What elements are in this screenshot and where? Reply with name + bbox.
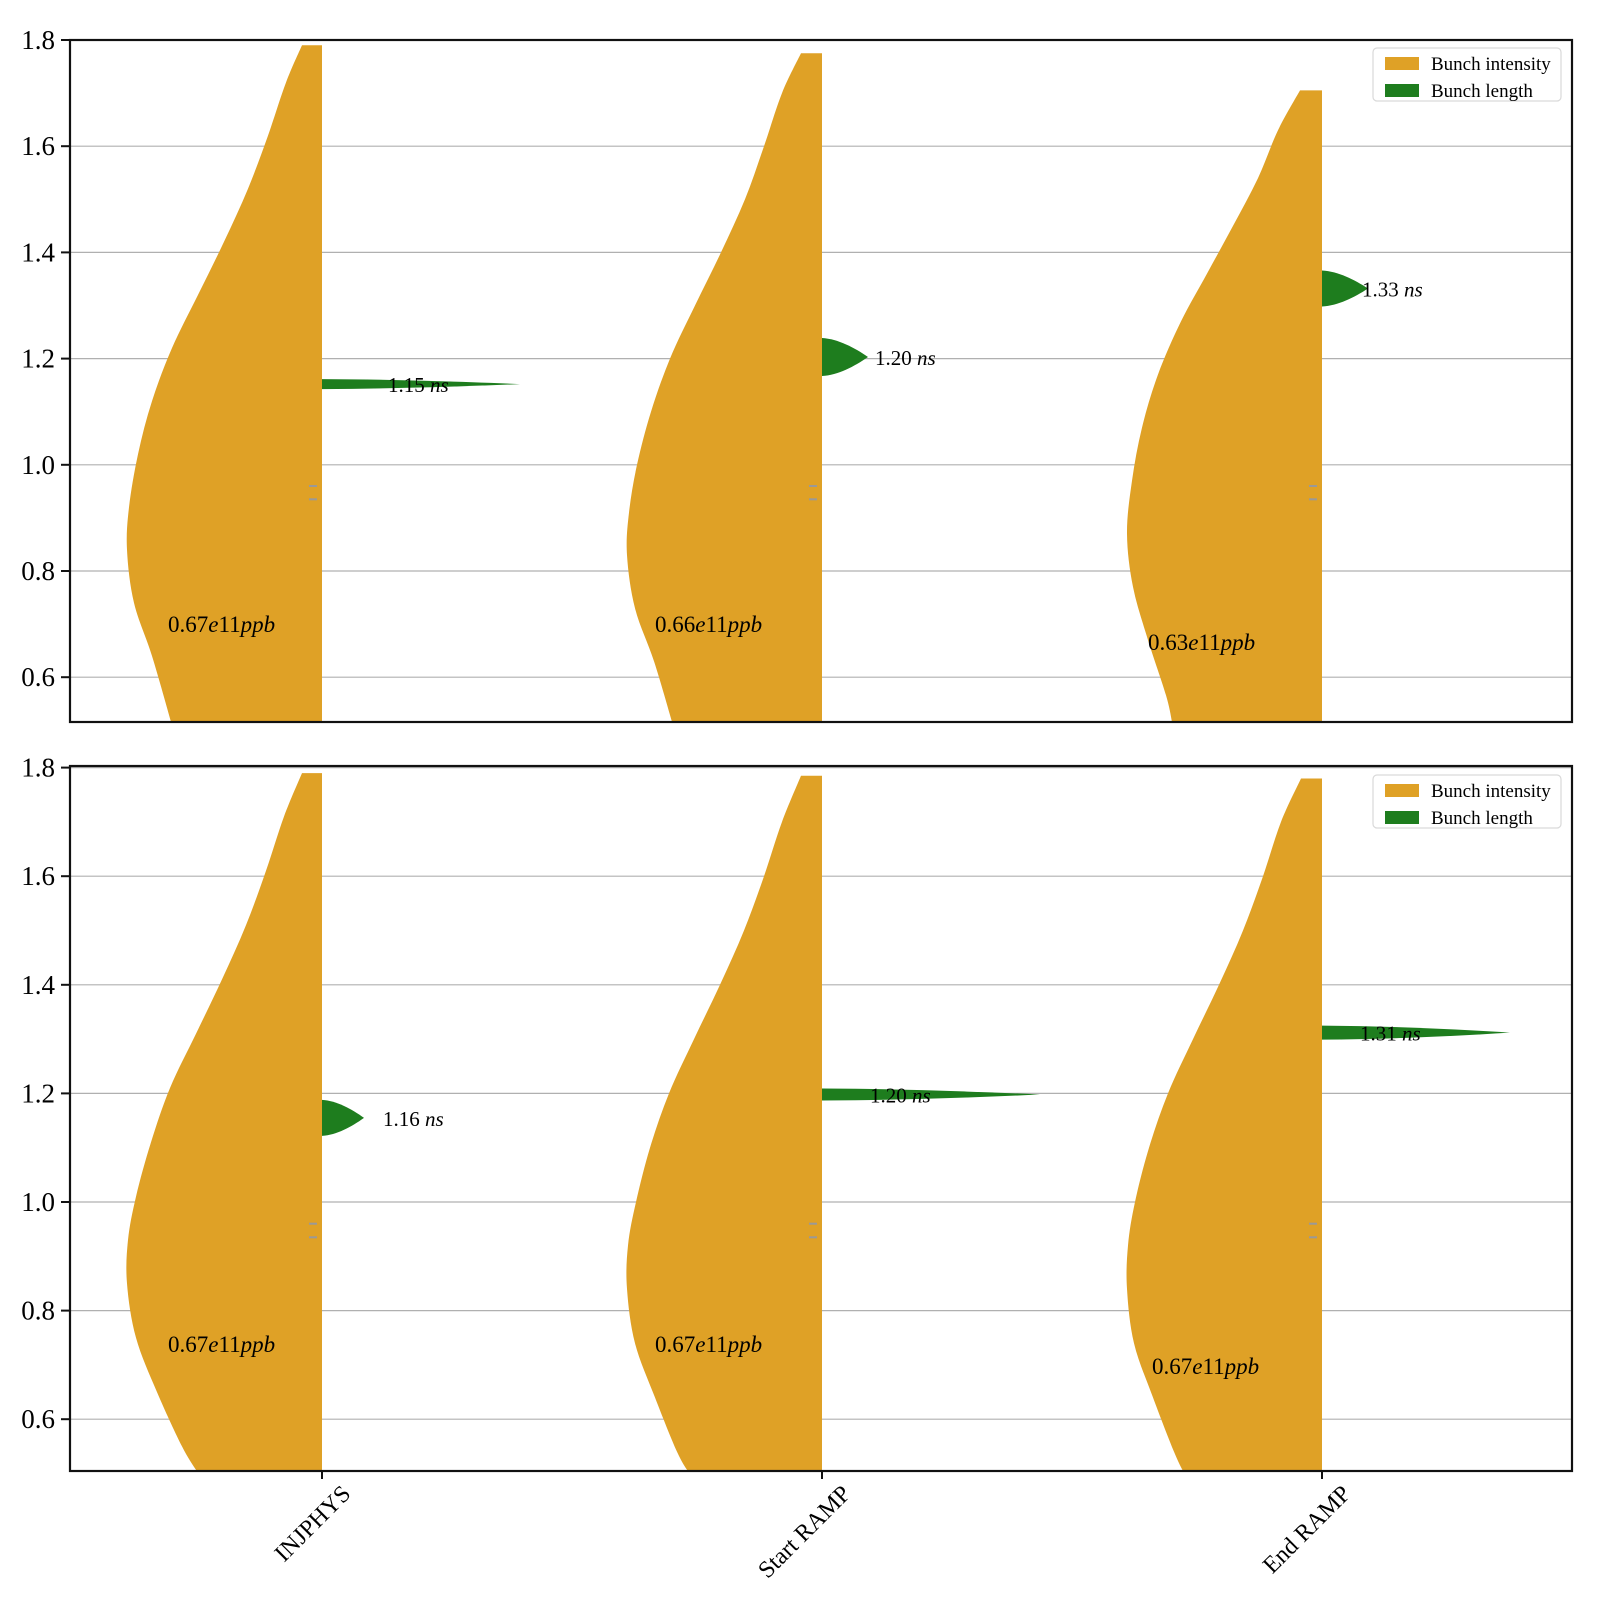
legend-swatch-intensity (1385, 57, 1419, 70)
text-run: e (1192, 1354, 1202, 1379)
intensity-annotation: 0.67e11ppb (168, 1332, 275, 1357)
intensity-violin-End-RAMP (1126, 778, 1322, 1471)
y-tick-label: 0.6 (21, 1404, 55, 1434)
text-run: ppb (726, 612, 763, 637)
text-run: ns (430, 373, 449, 397)
length-annotation: 1.31 ns (1360, 1022, 1421, 1046)
violin-layer (126, 45, 1368, 722)
text-run: ppb (239, 612, 276, 637)
text-run: e (208, 1332, 218, 1357)
legend-label-intensity: Bunch intensity (1431, 54, 1551, 75)
y-tick-label: 1.4 (21, 970, 55, 1000)
intensity-violin-Start-RAMP (626, 53, 822, 722)
text-run: 11 (218, 1332, 240, 1357)
intensity-violin-INJPHYS (126, 773, 322, 1471)
length-violin-End-RAMP (1322, 1025, 1510, 1040)
y-tick-label: 1.8 (21, 25, 55, 55)
text-run: 0.66 (655, 612, 695, 637)
legend: Bunch intensity Bunch length (1372, 774, 1562, 829)
intensity-annotation: 0.67e11ppb (1152, 1354, 1259, 1379)
length-violin-Start-RAMP (822, 1088, 1040, 1101)
length-violin-Start-RAMP (822, 338, 868, 376)
axes-border (68, 38, 1574, 724)
text-run: e (1188, 630, 1198, 655)
text-run: 0.63 (1148, 630, 1188, 655)
legend-label-length: Bunch length (1431, 81, 1533, 102)
text-run: 1.15 (388, 373, 430, 397)
text-run: 1.33 (1362, 278, 1404, 302)
y-tick-label: 1.0 (21, 450, 55, 480)
text-run: ppb (726, 1332, 763, 1357)
length-annotation: 1.15 ns (388, 373, 449, 397)
length-violin-INJPHYS (322, 379, 520, 390)
text-run: ns (912, 1084, 931, 1108)
violin-layer (126, 773, 1510, 1471)
y-tick-label: 1.6 (21, 861, 55, 891)
legend: Bunch intensity Bunch length (1372, 47, 1562, 102)
text-run: ns (1402, 1022, 1421, 1046)
x-tick-label: End RAMP (1258, 1481, 1356, 1579)
text-run: 11 (1198, 630, 1220, 655)
text-run: 1.16 (383, 1107, 425, 1131)
text-run: ppb (239, 1332, 276, 1357)
length-violin-End-RAMP (1322, 270, 1368, 307)
text-run: ppb (1223, 1354, 1260, 1379)
intensity-violin-Start-RAMP (626, 775, 822, 1471)
intensity-annotation: 0.63e11ppb (1148, 630, 1255, 655)
y-tick-label: 0.8 (21, 1296, 55, 1326)
length-annotation: 1.20 ns (870, 1084, 931, 1108)
text-run: 1.31 (1360, 1022, 1402, 1046)
text-run: 1.20 (870, 1084, 912, 1108)
text-run: e (208, 612, 218, 637)
text-run: ns (917, 346, 936, 370)
text-run: 0.67 (168, 1332, 208, 1357)
y-tick-label: 0.6 (21, 662, 55, 692)
y-tick-label: 1.2 (21, 344, 55, 374)
text-run: ns (1404, 278, 1423, 302)
legend-label-length: Bunch length (1431, 808, 1533, 829)
text-run: ppb (1219, 630, 1256, 655)
length-annotation: 1.16 ns (383, 1107, 444, 1131)
y-tick-label: 0.8 (21, 556, 55, 586)
text-run: 0.67 (1152, 1354, 1192, 1379)
length-violin-INJPHYS (322, 1099, 364, 1136)
subplot-top: 1.8 1.6 1.4 1.2 1.0 0.8 0.6 0.67e11ppb 1.15 ns 0.… (21, 25, 1574, 724)
intensity-violin-INJPHYS (126, 45, 322, 722)
text-run: 0.67 (168, 612, 208, 637)
length-annotation: 1.33 ns (1362, 278, 1423, 302)
text-run: ns (425, 1107, 444, 1131)
y-tick-label: 1.4 (21, 237, 55, 267)
y-tick-label: 1.6 (21, 131, 55, 161)
text-run: e (695, 612, 705, 637)
y-tick-label: 1.2 (21, 1078, 55, 1108)
text-run: 11 (705, 1332, 727, 1357)
legend-label-intensity: Bunch intensity (1431, 781, 1551, 802)
intensity-annotation: 0.67e11ppb (168, 612, 275, 637)
axes-border (68, 764, 1574, 1473)
text-run: 11 (218, 612, 240, 637)
legend-swatch-length (1385, 811, 1419, 824)
intensity-annotation: 0.66e11ppb (655, 612, 762, 637)
intensity-violin-End-RAMP (1126, 90, 1322, 722)
y-tick-label: 1.0 (21, 1187, 55, 1217)
text-run: 1.20 (875, 346, 917, 370)
text-run: 0.67 (655, 1332, 695, 1357)
subplot-bottom: 1.8 1.6 1.4 1.2 1.0 0.8 0.6 0.67e11ppb 1.16 ns 0.… (21, 753, 1574, 1584)
y-tick-label: 1.8 (21, 753, 55, 783)
text-run: e (695, 1332, 705, 1357)
text-run: 11 (705, 612, 727, 637)
text-run: 11 (1202, 1354, 1224, 1379)
x-tick-label: INJPHYS (270, 1481, 356, 1567)
legend-swatch-length (1385, 84, 1419, 97)
length-annotation: 1.20 ns (875, 346, 936, 370)
legend-swatch-intensity (1385, 784, 1419, 797)
intensity-annotation: 0.67e11ppb (655, 1332, 762, 1357)
x-tick-label: Start RAMP (753, 1481, 856, 1584)
